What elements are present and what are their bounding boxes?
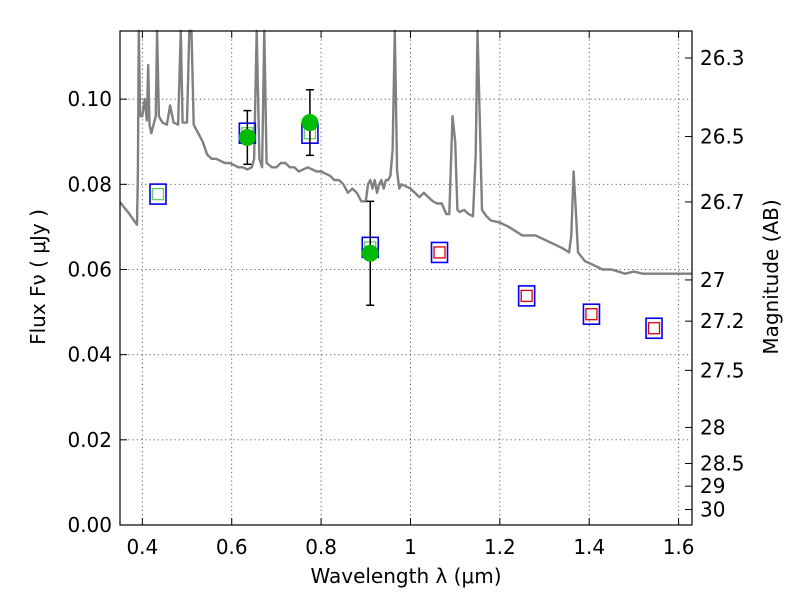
x-tick-label: 1 — [404, 535, 417, 559]
y-axis-label: Flux Fν ( μJy ) — [26, 209, 50, 345]
y2-tick-label: 28.5 — [700, 451, 745, 475]
y2-axis-label: Magnitude (AB) — [759, 199, 783, 354]
observed-photometry-layer — [238, 89, 379, 307]
model-spectrum-layer — [119, 29, 692, 275]
y-tick-label: 0.04 — [67, 343, 112, 367]
observed-flux-point — [301, 114, 319, 132]
y2-tick-label: 27.5 — [700, 358, 745, 382]
y-tick-label: 0.00 — [67, 513, 112, 537]
y2-tick-label: 26.3 — [700, 46, 745, 70]
y2-tick-label: 30 — [700, 498, 725, 522]
y-tick-label: 0.10 — [67, 87, 112, 111]
y2-tick-label: 28 — [700, 415, 725, 439]
observed-flux-point — [238, 128, 256, 146]
model-photometry-inner-marker — [647, 322, 661, 335]
model-spectrum-line — [119, 29, 692, 275]
y2-tick-label: 27.2 — [700, 309, 745, 333]
y2-tick-label: 26.7 — [700, 190, 745, 214]
x-tick-label: 0.6 — [216, 535, 248, 559]
y-tick-label: 0.08 — [67, 172, 112, 196]
x-tick-label: 0.8 — [305, 535, 337, 559]
x-tick-label: 0.4 — [126, 535, 158, 559]
model-photometry-box — [582, 303, 601, 325]
y-tick-label: 0.02 — [67, 428, 112, 452]
model-photometry-inner-marker — [585, 308, 598, 321]
x-axis-label: Wavelength λ (μm) — [310, 564, 501, 588]
y2-tick-label: 27 — [700, 268, 725, 292]
plot-frame — [119, 30, 693, 526]
axis-ticks: 0.4 0.6 0.8 1 1.2 1.4 1.6 0.00 0.02 0.04 0.06 0.08 0… — [67, 31, 745, 559]
x-tick-label: 1.4 — [573, 535, 605, 559]
model-photometry-box — [149, 183, 167, 205]
y-tick-label: 0.06 — [67, 257, 112, 281]
model-photometry-box — [645, 317, 663, 340]
y2-tick-label: 26.5 — [700, 125, 745, 149]
model-photometry-inner-marker — [151, 187, 165, 201]
y2-tick-label: 29 — [700, 474, 725, 498]
x-tick-label: 1.2 — [484, 535, 516, 559]
model-photometry-inner-marker — [433, 246, 446, 259]
model-photometry-box — [430, 241, 449, 264]
x-tick-label: 1.6 — [663, 535, 695, 559]
observed-flux-point — [361, 244, 379, 262]
model-photometry-box — [517, 285, 536, 307]
model-photometry-inner-marker — [520, 289, 533, 303]
